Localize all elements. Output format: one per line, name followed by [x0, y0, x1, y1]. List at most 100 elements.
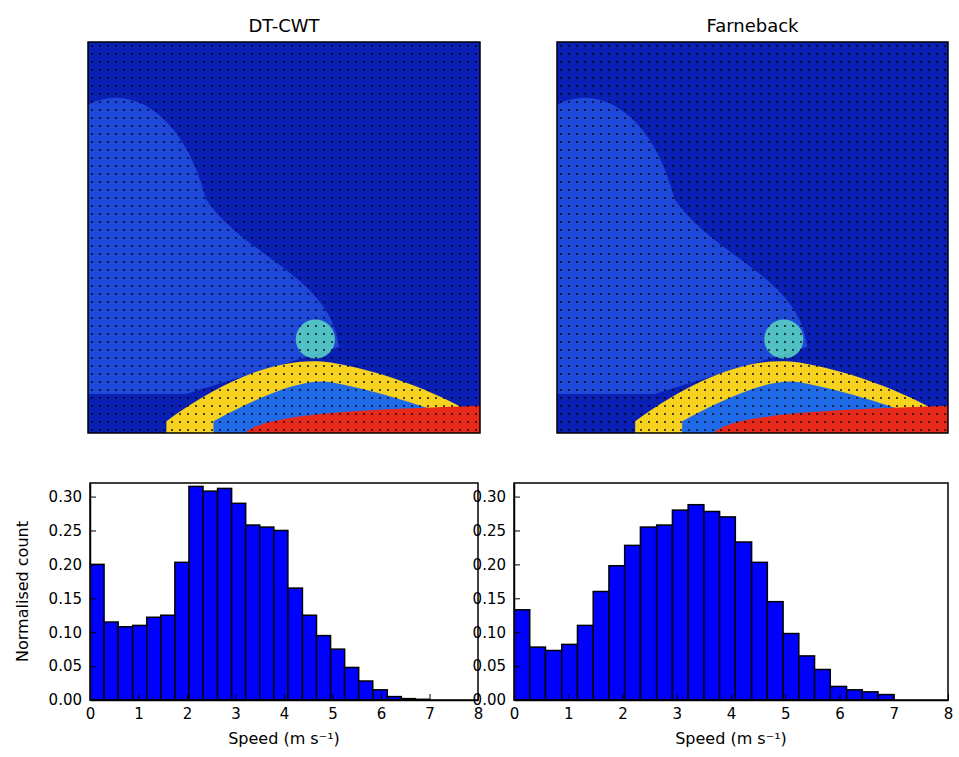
- bar: [104, 622, 118, 700]
- bar: [577, 625, 593, 700]
- x-tick-label: 6: [377, 705, 387, 723]
- x-tick-mark: [333, 694, 334, 700]
- x-tick-label: 4: [727, 705, 737, 723]
- y-tick: 0.20: [49, 556, 96, 574]
- x-tick-mark: [381, 694, 382, 700]
- bar: [302, 615, 316, 700]
- y-tick: 0.25: [49, 522, 96, 540]
- y-tick-mark: [514, 700, 520, 701]
- bar: [815, 669, 831, 700]
- bar: [203, 491, 218, 700]
- bar: [345, 667, 359, 700]
- x-tick: 5: [781, 694, 791, 723]
- bar: [288, 588, 303, 700]
- bar: [640, 527, 656, 700]
- x-tick-label: 6: [835, 705, 845, 723]
- image-panel: [557, 42, 948, 433]
- y-tick-mark: [514, 497, 520, 498]
- y-tick-mark: [90, 497, 96, 498]
- bars: [90, 486, 430, 700]
- panel-title: DT-CWT: [248, 15, 320, 36]
- x-tick: 3: [231, 694, 241, 723]
- bar: [720, 517, 736, 700]
- y-tick-mark: [514, 530, 520, 531]
- y-tick: 0.30: [473, 488, 520, 506]
- y-tick-label: 0.10: [49, 623, 82, 641]
- y-axis-line: [90, 484, 92, 701]
- x-tick-label: 5: [781, 705, 791, 723]
- x-tick: 4: [280, 694, 290, 723]
- y-tick-mark: [90, 564, 96, 565]
- y-tick: 0.00: [49, 691, 96, 709]
- y-tick: 0.00: [473, 691, 520, 709]
- x-tick-mark: [430, 694, 431, 700]
- x-tick-label: 1: [564, 705, 574, 723]
- x-tick-mark: [677, 694, 678, 700]
- figure: DT-CWT 0 1 2 3 4 5 6 7 8 0.00 0.05 0.10 0.15 0.20 0.25 0…: [0, 0, 959, 757]
- x-tick: 7: [889, 694, 899, 723]
- bar: [799, 656, 815, 700]
- image-panel: [88, 42, 480, 433]
- y-tick-mark: [514, 564, 520, 565]
- bar: [246, 525, 260, 700]
- x-tick-mark: [236, 694, 237, 700]
- bar: [232, 503, 246, 700]
- bar: [752, 562, 768, 700]
- y-tick-label: 0.15: [49, 590, 82, 608]
- x-tick-mark: [139, 694, 140, 700]
- x-tick-label: 4: [280, 705, 290, 723]
- x-tick: 7: [425, 694, 435, 723]
- y-tick-label: 0.05: [49, 657, 82, 675]
- image-frame: [88, 42, 480, 433]
- x-tick-mark: [623, 694, 624, 700]
- y-axis-title: Normalised count: [13, 521, 32, 662]
- x-tick-mark: [840, 694, 841, 700]
- bar: [704, 511, 720, 700]
- bar: [161, 615, 175, 700]
- x-tick-mark: [284, 694, 285, 700]
- bar: [625, 545, 641, 700]
- x-axis: 012345678: [86, 694, 484, 723]
- y-tick-label: 0.30: [49, 488, 82, 506]
- y-tick-label: 0.20: [49, 556, 82, 574]
- x-tick-label: 8: [944, 705, 954, 723]
- y-tick-mark: [514, 598, 520, 599]
- y-tick: 0.15: [473, 590, 520, 608]
- x-tick-label: 5: [328, 705, 338, 723]
- image-background: [557, 42, 948, 433]
- x-tick-label: 3: [672, 705, 682, 723]
- x-tick-label: 7: [889, 705, 899, 723]
- y-tick-mark: [514, 666, 520, 667]
- bar: [688, 505, 704, 700]
- x-tick: 2: [183, 694, 193, 723]
- y-tick-label: 0.00: [49, 691, 82, 709]
- x-tick-label: 2: [183, 705, 193, 723]
- x-tick-label: 0: [86, 705, 96, 723]
- y-tick-label: 0.25: [473, 522, 506, 540]
- x-tick: 6: [377, 694, 387, 723]
- y-tick-label: 0.20: [473, 556, 506, 574]
- y-tick: 0.25: [473, 522, 520, 540]
- x-tick-mark: [948, 694, 949, 700]
- y-tick-label: 0.30: [473, 488, 506, 506]
- x-tick-mark: [187, 694, 188, 700]
- y-tick-mark: [90, 632, 96, 633]
- bar: [373, 690, 388, 700]
- histogram: 0123456780.000.050.100.150.200.250.30Spe…: [13, 483, 483, 748]
- y-tick: 0.30: [49, 488, 96, 506]
- bar: [260, 527, 274, 700]
- x-tick-mark: [568, 694, 569, 700]
- x-tick: 5: [328, 694, 338, 723]
- x-tick: 4: [727, 694, 737, 723]
- bar: [878, 695, 894, 700]
- bar: [609, 566, 625, 700]
- bar: [189, 486, 203, 700]
- histogram: 0123456780.000.050.100.150.200.250.30Spe…: [473, 483, 954, 748]
- bar: [530, 647, 546, 700]
- x-tick-label: 3: [231, 705, 241, 723]
- grid-dots: [88, 42, 480, 433]
- y-tick: 0.05: [473, 657, 520, 675]
- x-tick-mark: [731, 694, 732, 700]
- x-tick-mark: [894, 694, 895, 700]
- bar: [118, 627, 133, 700]
